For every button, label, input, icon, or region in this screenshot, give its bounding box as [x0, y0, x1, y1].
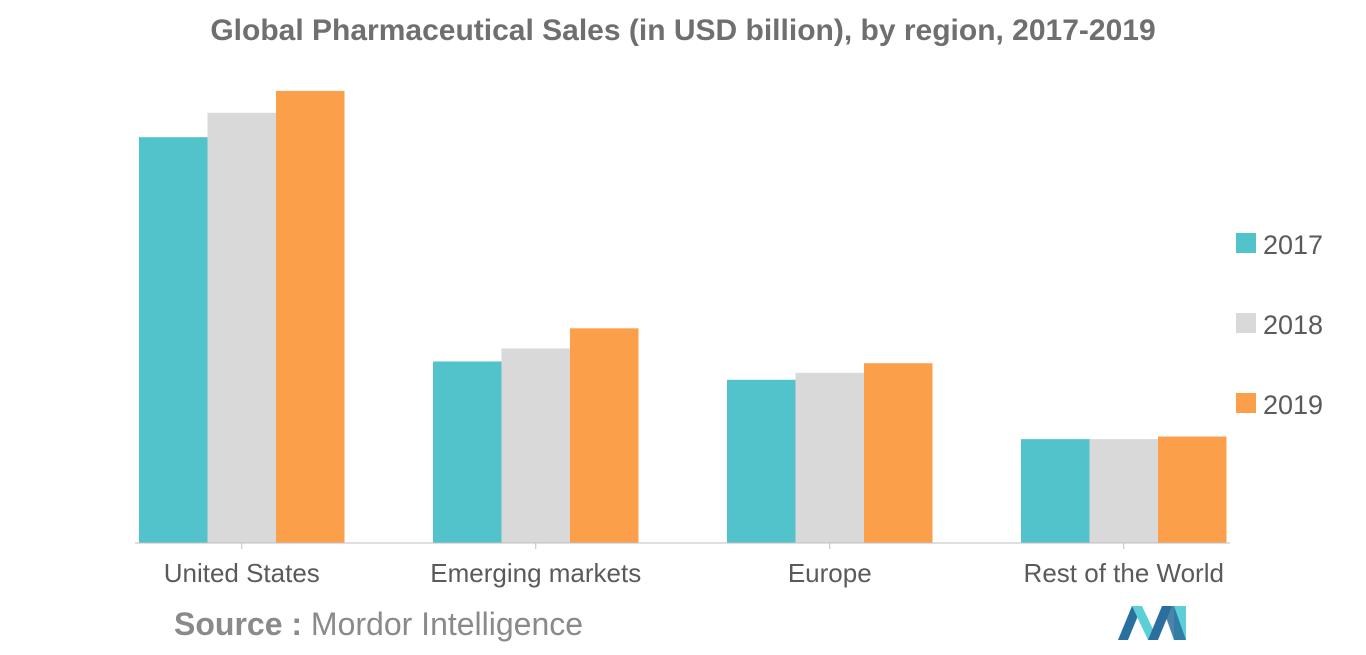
bar-2019-3 — [1158, 436, 1227, 543]
legend-swatch-2018 — [1236, 313, 1256, 333]
x-tick-label: Europe — [788, 558, 872, 588]
x-tick-label: Rest of the World — [1024, 558, 1224, 588]
x-tick-label: United States — [164, 558, 320, 588]
bar-2018-3 — [1089, 439, 1158, 543]
bar-2017-1 — [433, 361, 502, 543]
bar-2018-2 — [795, 372, 864, 543]
legend-label-2019: 2019 — [1263, 390, 1323, 420]
bar-2017-3 — [1021, 439, 1090, 543]
bar-2019-1 — [570, 328, 639, 543]
legend-swatch-2019 — [1236, 393, 1256, 413]
legend-label-2018: 2018 — [1263, 310, 1323, 340]
bar-2017-2 — [727, 379, 796, 543]
chart-title: Global Pharmaceutical Sales (in USD bill… — [210, 14, 1156, 47]
source-text: Mordor Intelligence — [310, 606, 584, 642]
mordor-intelligence-logo-icon — [1118, 606, 1186, 640]
bar-2018-0 — [207, 112, 276, 543]
source-label: Source : — [174, 606, 303, 642]
legend-swatch-2017 — [1236, 233, 1256, 253]
source-note: Source : Mordor Intelligence — [174, 606, 583, 643]
x-tick-label: Emerging markets — [430, 558, 641, 588]
bar-2017-0 — [139, 137, 208, 543]
bar-2018-1 — [501, 348, 570, 543]
bar-chart: United States Emerging markets Europe Rest … — [135, 90, 1323, 588]
bar-2019-2 — [864, 363, 933, 543]
legend-label-2017: 2017 — [1263, 230, 1323, 260]
bar-2019-0 — [276, 90, 345, 543]
